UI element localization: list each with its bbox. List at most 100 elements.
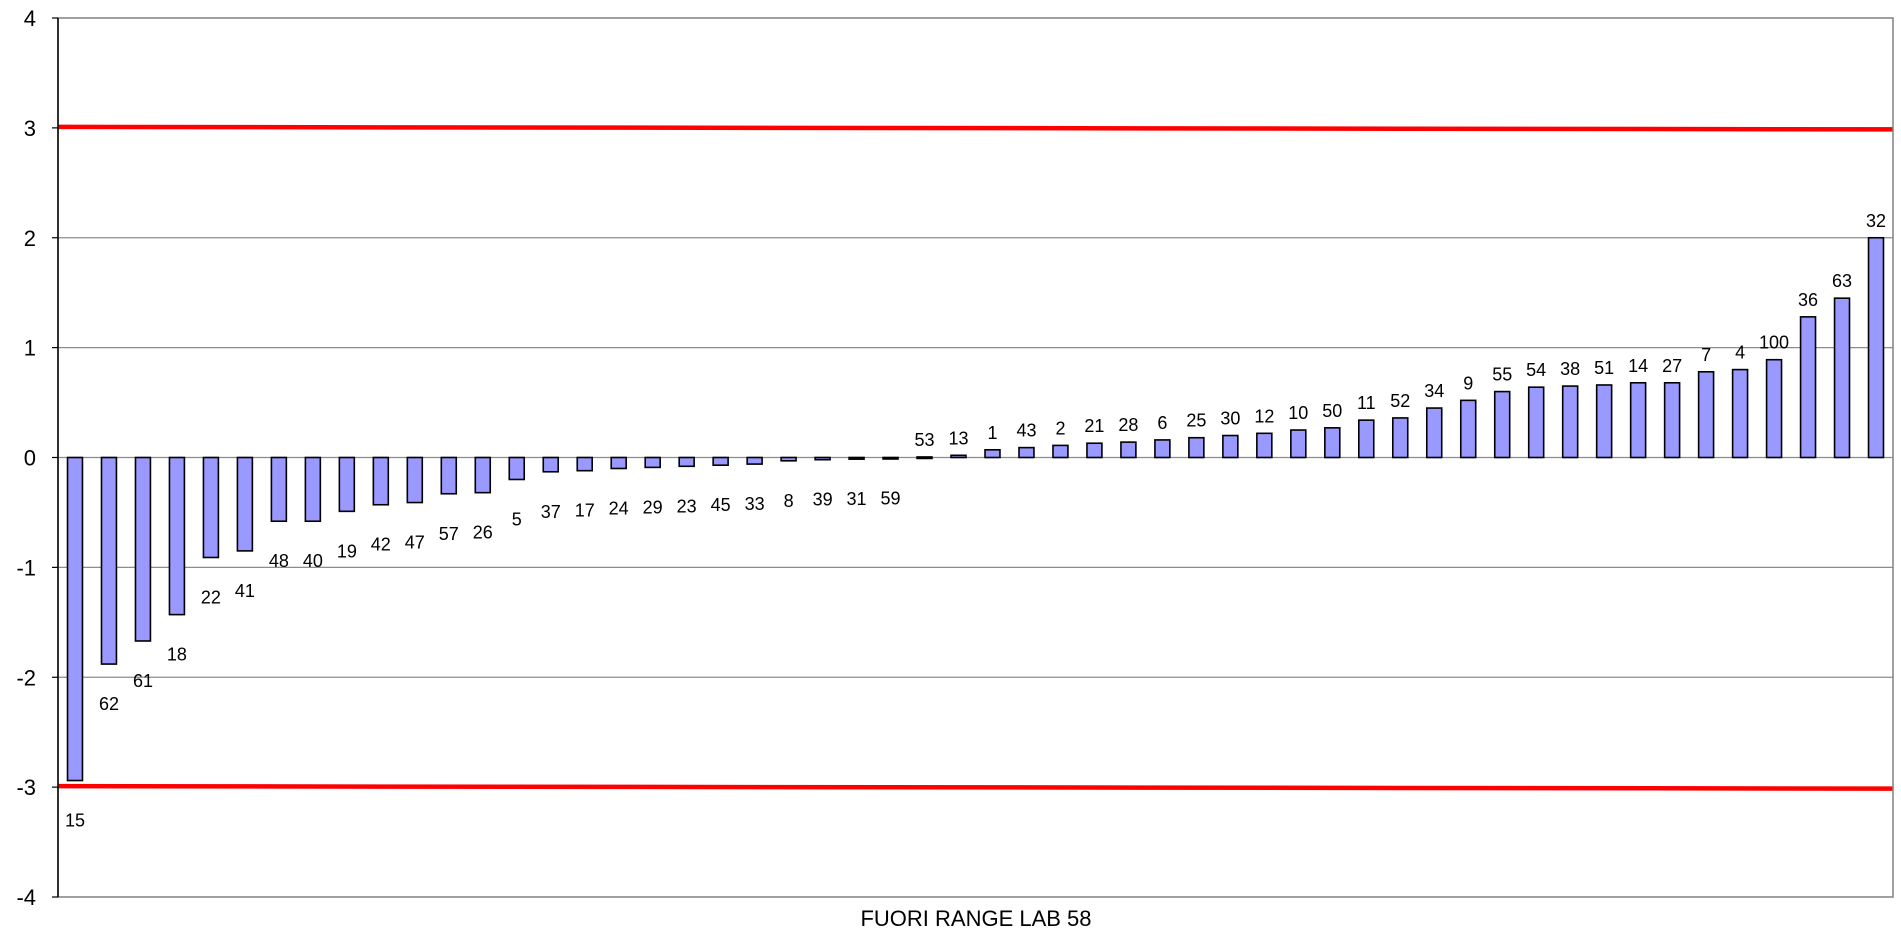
bar: [1324, 427, 1341, 459]
data-label: 63: [1832, 271, 1852, 291]
bar: [1425, 407, 1443, 459]
data-label: 5: [512, 509, 522, 529]
bar: [1052, 444, 1069, 459]
data-label: 51: [1594, 358, 1614, 378]
bar: [1867, 236, 1885, 459]
bar: [814, 456, 831, 461]
bar: [1561, 385, 1579, 459]
limit-lines: [57, 124, 1894, 791]
y-tick-label: -3: [16, 775, 36, 800]
bar: [950, 454, 967, 459]
bar: [1188, 436, 1205, 459]
bar: [1697, 370, 1715, 459]
data-label: 53: [915, 430, 935, 450]
bar: [1120, 441, 1137, 459]
data-label: 42: [371, 535, 391, 555]
limit-line: [57, 124, 1894, 132]
data-label: 34: [1424, 381, 1444, 401]
bar: [1256, 432, 1273, 459]
bar: [1154, 439, 1171, 459]
data-label: 13: [948, 428, 968, 448]
bar: [236, 456, 254, 552]
bar: [712, 456, 729, 466]
bar: [168, 456, 186, 616]
limit-line: [57, 783, 1894, 791]
data-label: 24: [609, 498, 629, 518]
bar: [610, 456, 627, 470]
data-label: 2: [1055, 418, 1065, 438]
bar: [338, 456, 356, 513]
data-label: 50: [1322, 401, 1342, 421]
data-label: 32: [1866, 211, 1886, 231]
bar: [1222, 434, 1239, 459]
y-tick-label: -2: [16, 665, 36, 690]
bars: [66, 236, 1885, 782]
data-label: 10: [1288, 403, 1308, 423]
gridlines: [58, 127, 1893, 788]
bar: [882, 456, 899, 460]
bar: [1629, 381, 1647, 459]
data-label: 14: [1628, 356, 1648, 376]
data-label: 1: [987, 423, 997, 443]
x-axis-title: FUORI RANGE LAB 58: [860, 906, 1091, 931]
bar: [644, 456, 661, 469]
bar: [474, 456, 492, 494]
data-label: 26: [473, 523, 493, 543]
bar: [542, 456, 560, 473]
bar: [66, 456, 84, 782]
data-label: 52: [1390, 391, 1410, 411]
bar: [576, 456, 593, 472]
y-tick-label: -4: [16, 885, 36, 910]
data-label: 45: [711, 495, 731, 515]
bar: [508, 456, 526, 481]
bar: [1086, 442, 1103, 459]
bar: [270, 456, 288, 523]
y-tick-label: 0: [24, 446, 36, 471]
data-label: 30: [1220, 409, 1240, 429]
data-label: 15: [65, 811, 85, 831]
data-label: 62: [99, 694, 119, 714]
data-label: 6: [1157, 413, 1167, 433]
bar: [1595, 384, 1613, 459]
bar: [1493, 390, 1511, 459]
data-label: 57: [439, 524, 459, 544]
bar: [1765, 358, 1783, 459]
data-label: 4: [1735, 343, 1745, 363]
y-axis-ticks: -4 -3 -2 -1 0 1 2 3 4: [16, 6, 58, 910]
bar: [1018, 446, 1035, 459]
data-label: 25: [1186, 411, 1206, 431]
data-label: 28: [1118, 415, 1138, 435]
data-label: 22: [201, 587, 221, 607]
y-tick-label: -1: [16, 555, 36, 580]
data-label: 37: [541, 502, 561, 522]
bar: [1358, 419, 1375, 459]
data-label: 29: [643, 497, 663, 517]
bar: [1391, 417, 1409, 459]
bar: [984, 449, 1001, 459]
data-label: 18: [167, 645, 187, 665]
bar: [1459, 399, 1477, 459]
data-label: 47: [405, 533, 425, 553]
data-label: 43: [1016, 421, 1036, 441]
y-tick-label: 3: [24, 116, 36, 141]
data-label: 8: [784, 491, 794, 511]
bar: [1663, 381, 1681, 459]
bar: [1731, 368, 1749, 459]
data-label: 33: [745, 494, 765, 514]
bar: [848, 456, 865, 460]
y-tick-label: 4: [24, 6, 36, 31]
data-label: 7: [1701, 345, 1711, 365]
data-label: 19: [337, 541, 357, 561]
data-label: 100: [1759, 333, 1789, 353]
bar: [406, 456, 424, 504]
data-label: 54: [1526, 360, 1546, 380]
bar: [780, 456, 797, 462]
bar: [1799, 316, 1817, 459]
bar: [916, 456, 933, 460]
bar: [1290, 429, 1307, 459]
data-label: 23: [677, 496, 697, 516]
bar: [202, 456, 220, 559]
data-label: 12: [1254, 406, 1274, 426]
